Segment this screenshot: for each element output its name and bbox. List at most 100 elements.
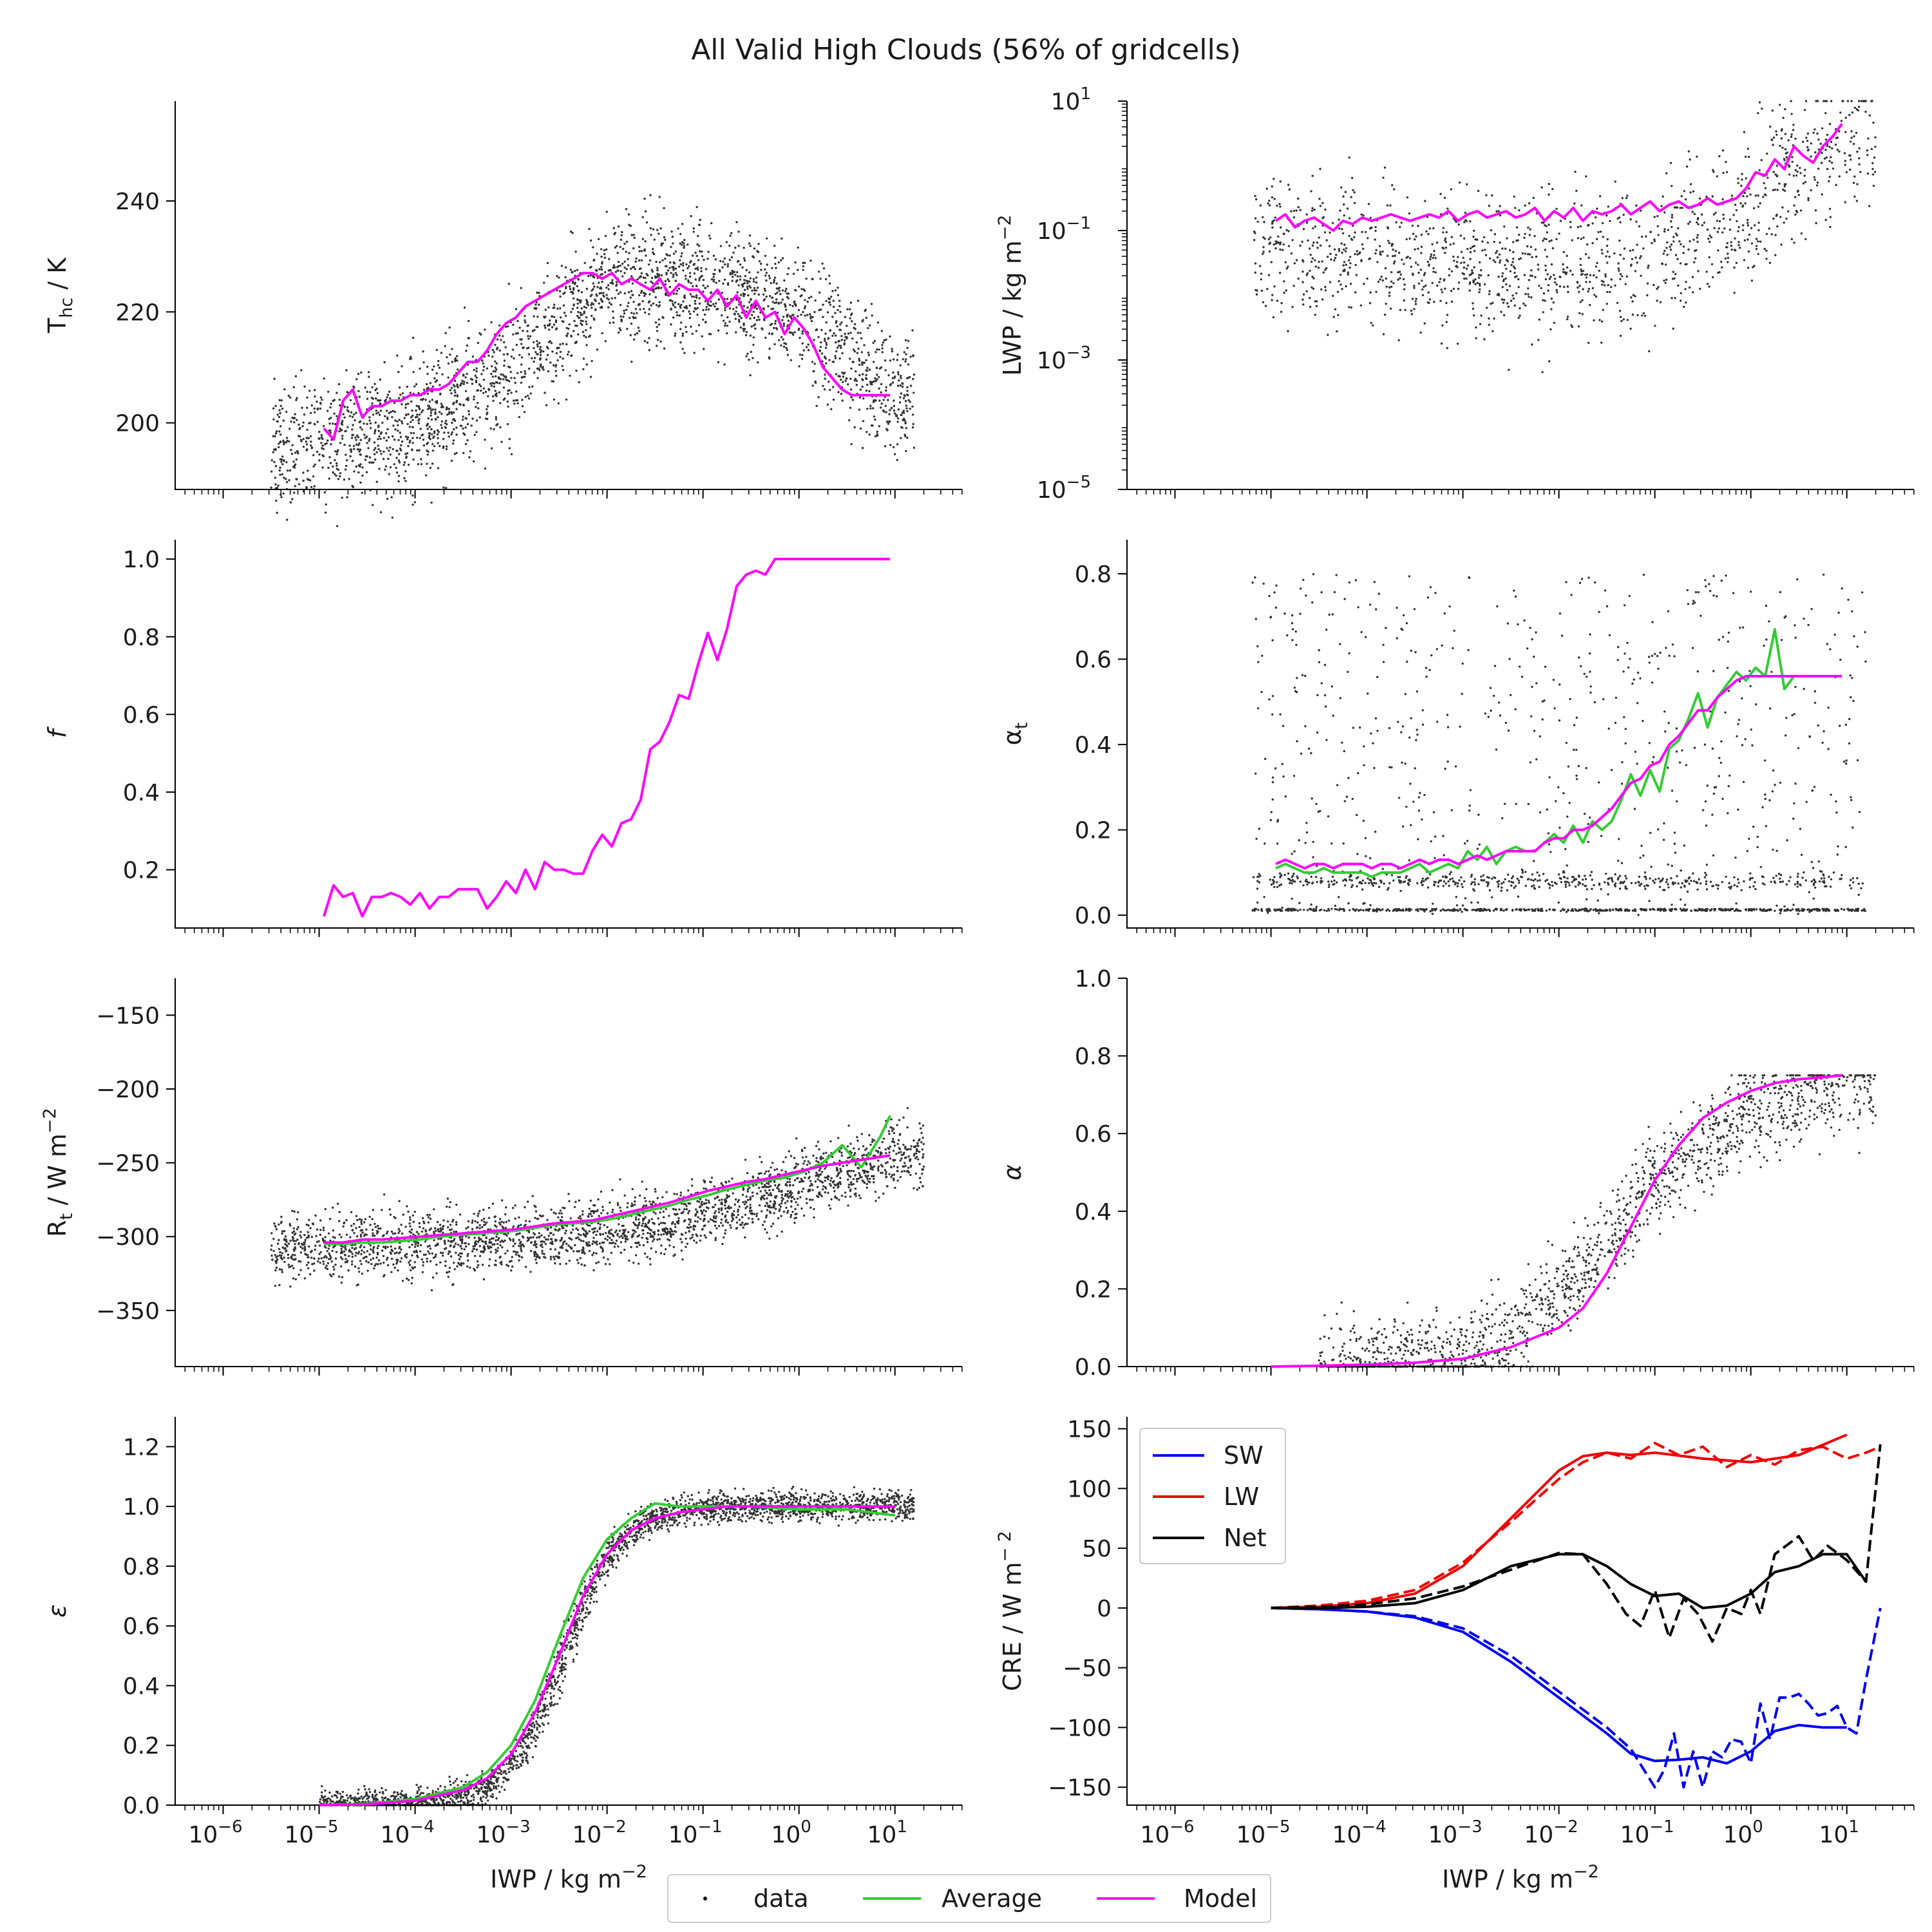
data-point	[1607, 284, 1609, 287]
data-point	[1381, 279, 1384, 282]
data-point	[800, 288, 803, 290]
data-point	[1783, 183, 1786, 185]
data-point	[1524, 292, 1527, 296]
data-point	[1488, 293, 1491, 296]
data-point	[696, 314, 699, 316]
data-point	[518, 354, 521, 356]
data-point	[1445, 231, 1448, 234]
data-point	[375, 388, 378, 390]
data-point	[442, 486, 445, 489]
data-point	[1341, 228, 1343, 231]
data-point	[1507, 305, 1510, 308]
data-point	[909, 355, 912, 358]
data-point	[1436, 284, 1439, 287]
data-point	[1545, 238, 1548, 241]
data-point	[462, 419, 464, 421]
data-point	[367, 447, 370, 450]
data-point	[1256, 220, 1259, 223]
data-point	[1312, 287, 1315, 290]
data-point	[1501, 882, 1503, 885]
data-point	[905, 450, 907, 453]
data-point	[424, 474, 428, 477]
data-point	[437, 437, 439, 440]
data-point	[1794, 169, 1797, 171]
data-point	[1309, 305, 1312, 308]
data-point	[337, 449, 339, 451]
data-point	[583, 310, 585, 313]
data-point	[1783, 222, 1785, 224]
data-point	[617, 269, 620, 272]
data-point	[755, 281, 758, 284]
data-point	[721, 266, 724, 269]
data-point	[1842, 760, 1846, 763]
data-point	[787, 292, 790, 295]
data-point	[620, 270, 622, 272]
data-point	[1440, 289, 1443, 291]
data-point	[498, 349, 501, 352]
data-point	[394, 419, 397, 422]
data-point	[1617, 267, 1620, 270]
data-point	[1408, 237, 1411, 240]
data-point	[1643, 314, 1647, 317]
data-point	[1355, 274, 1358, 276]
data-point	[829, 303, 832, 306]
data-point	[526, 330, 529, 332]
data-point	[692, 227, 696, 230]
data-point	[1802, 140, 1804, 143]
data-point	[656, 267, 659, 269]
data-point	[1664, 263, 1667, 266]
data-point	[834, 289, 837, 292]
data-point	[421, 409, 424, 412]
data-point	[330, 443, 332, 446]
data-point	[1672, 240, 1675, 243]
data-point	[1311, 797, 1313, 800]
data-point	[744, 334, 748, 337]
data-point	[296, 478, 298, 480]
data-point	[390, 411, 392, 413]
data-point	[1518, 233, 1520, 236]
data-point	[1550, 239, 1553, 242]
data-point	[844, 332, 846, 336]
data-point	[1347, 273, 1349, 276]
data-point	[555, 374, 558, 377]
data-point	[1653, 240, 1656, 243]
data-point	[1871, 162, 1874, 164]
data-point	[1524, 204, 1526, 207]
data-point	[658, 196, 661, 198]
data-point	[495, 393, 497, 395]
data-point	[1417, 271, 1420, 274]
data-point	[1421, 877, 1424, 880]
data-point	[1727, 256, 1730, 260]
data-point	[1589, 281, 1591, 283]
data-point	[550, 342, 553, 345]
data-point	[1817, 167, 1820, 170]
data-point	[548, 324, 551, 327]
data-point	[849, 308, 851, 310]
data-point	[738, 315, 741, 317]
data-point	[745, 355, 748, 357]
data-point	[462, 432, 465, 435]
data-point	[1262, 252, 1264, 255]
data-point	[1473, 250, 1476, 252]
data-point	[697, 269, 699, 271]
data-point	[1663, 211, 1666, 214]
data-point	[786, 354, 790, 356]
data-point	[1323, 231, 1327, 234]
data-point	[1687, 248, 1690, 251]
data-point	[906, 393, 909, 397]
data-point	[881, 351, 884, 354]
data-point	[494, 343, 497, 346]
data-point	[564, 276, 567, 279]
data-point	[656, 326, 658, 328]
data-point	[876, 378, 878, 381]
data-point	[1788, 164, 1790, 167]
data-point	[1320, 882, 1322, 884]
data-point	[792, 314, 795, 316]
data-point	[582, 279, 584, 282]
data-point	[841, 381, 844, 383]
data-point	[1446, 346, 1448, 350]
data-point	[641, 216, 644, 218]
data-point	[777, 302, 780, 305]
data-point	[1678, 240, 1681, 243]
data-point	[1665, 278, 1668, 281]
